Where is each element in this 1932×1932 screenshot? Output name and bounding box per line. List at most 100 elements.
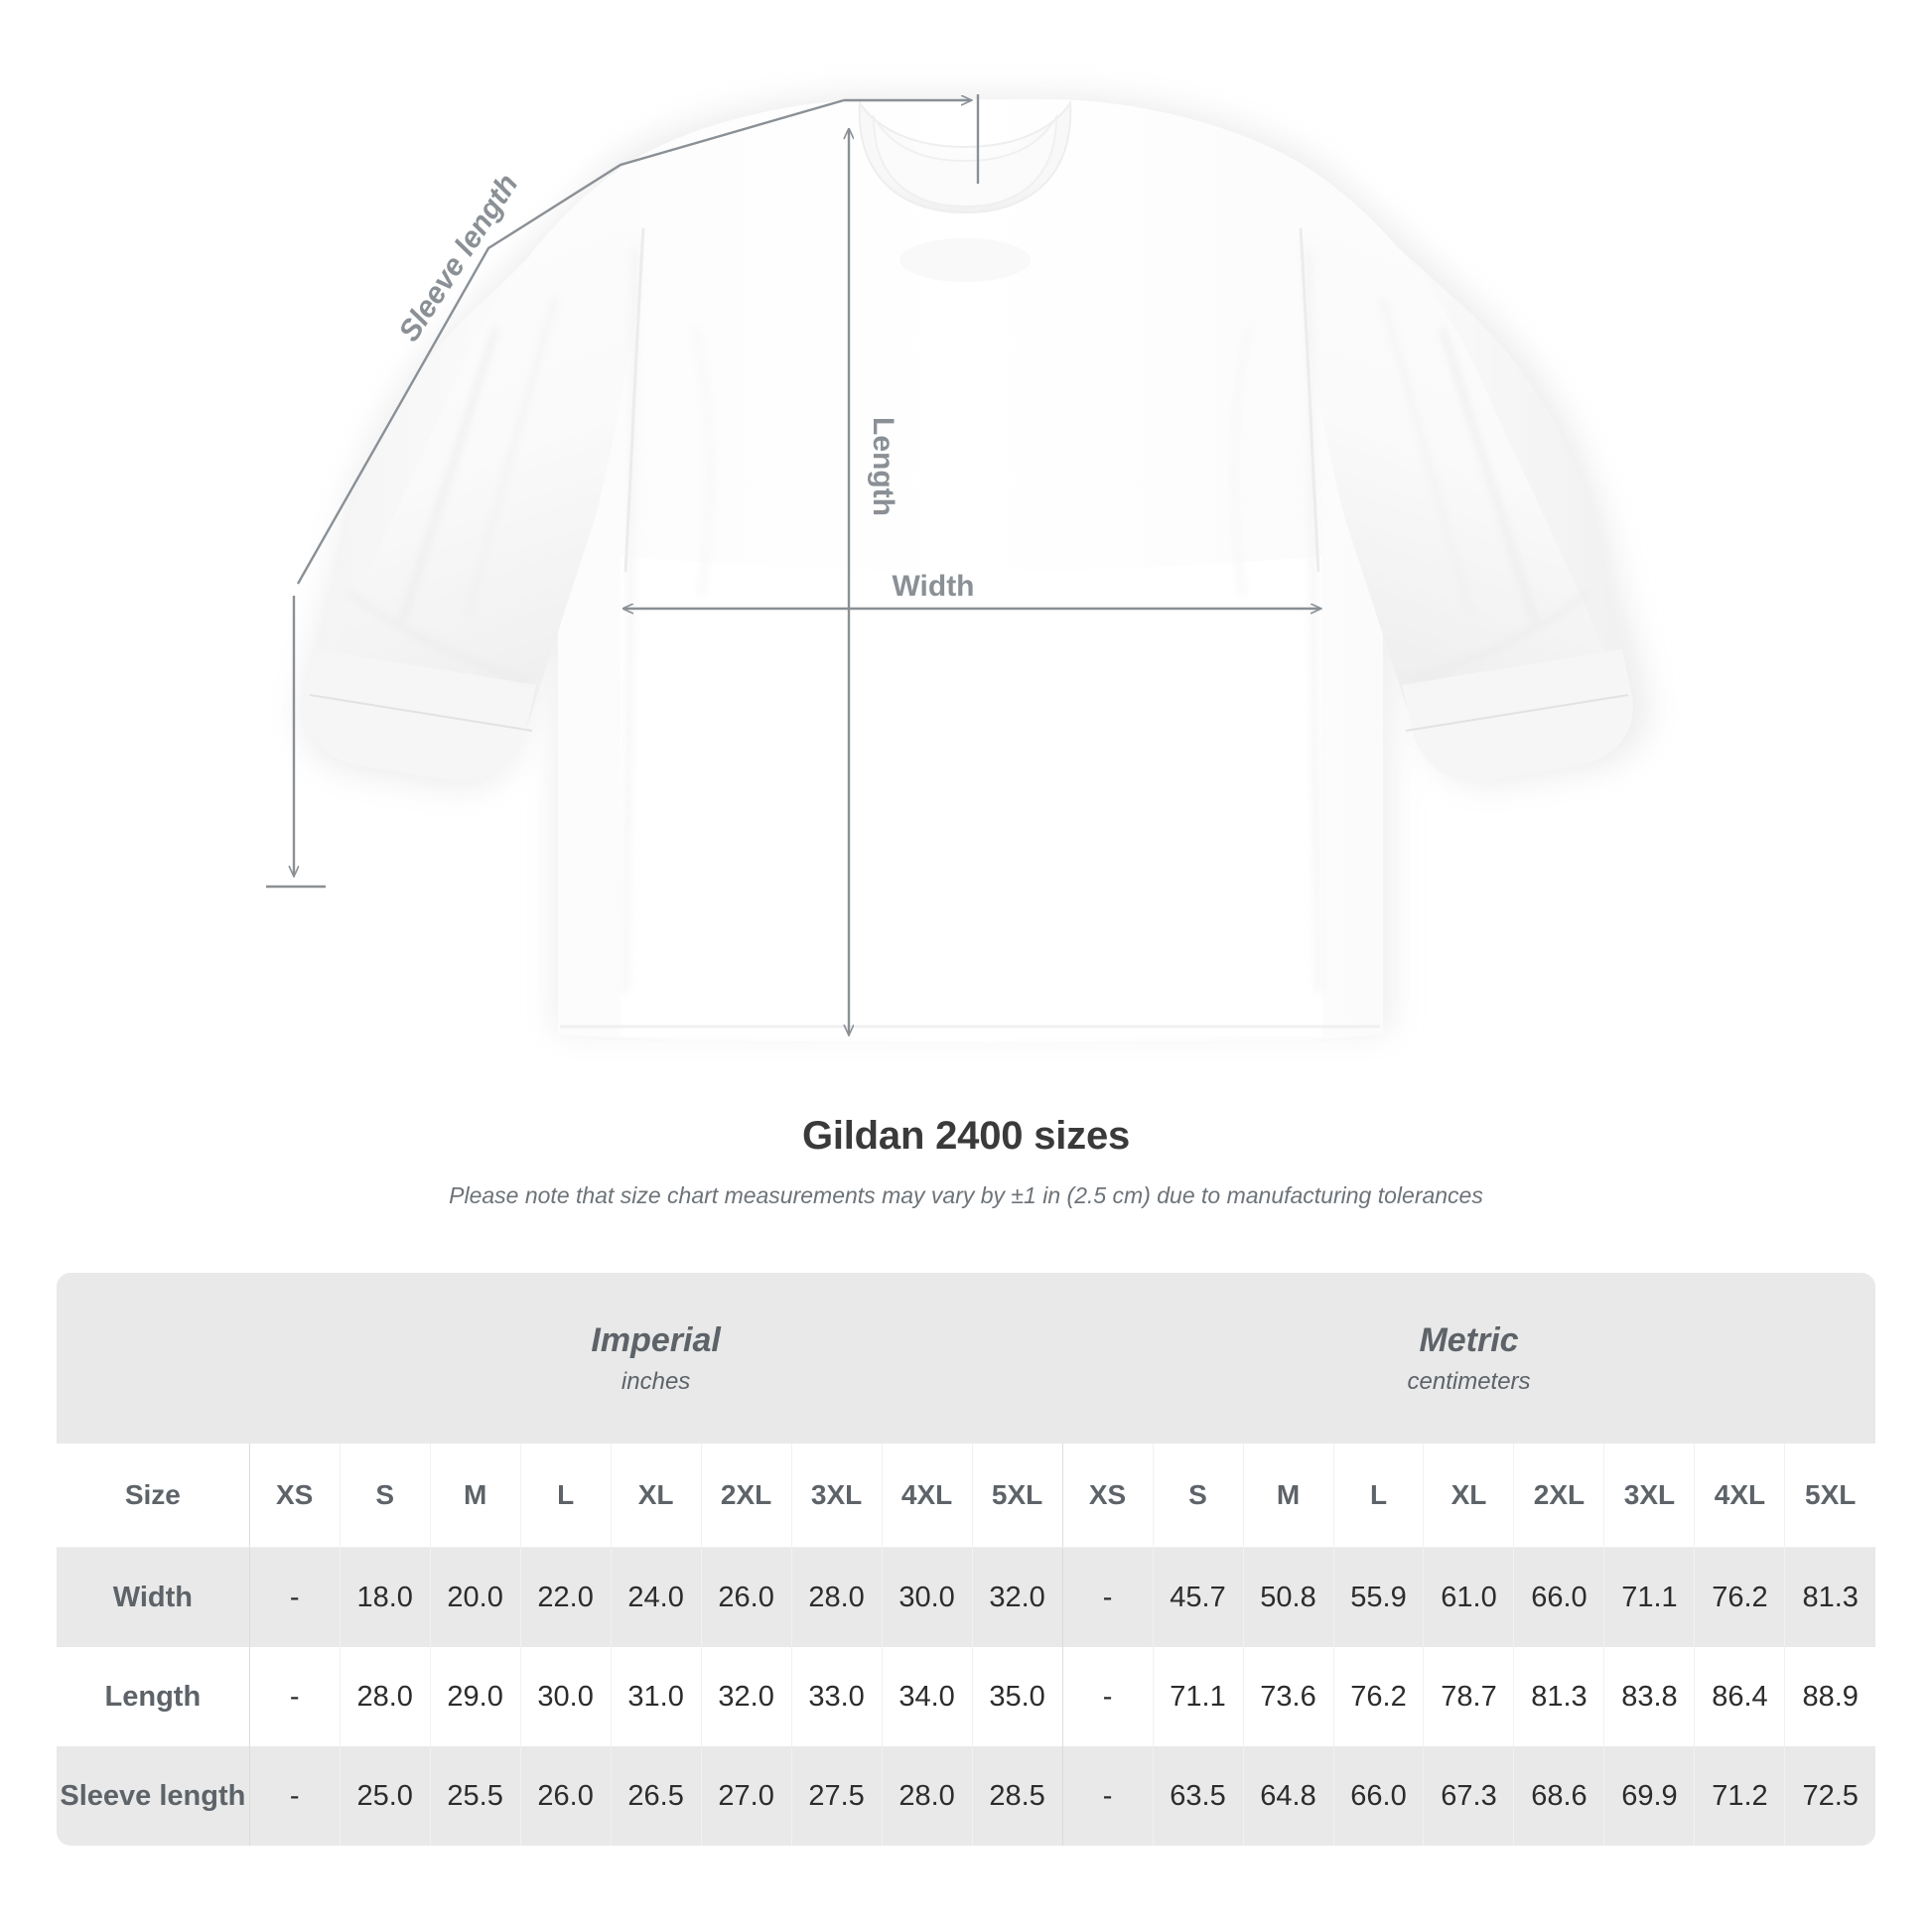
size-header-metric-l: L [1332,1444,1424,1548]
size-header-metric-5xl: 5XL [1784,1444,1875,1548]
right-sleeve [1295,171,1631,780]
size-chart-table-wrapper: Imperial inches Metric centimeters Size XS S M L… [57,1273,1875,1846]
cell-length-imperial-4xl: 34.0 [881,1647,973,1746]
cell-sleeve-length-metric-5xl: 72.5 [1784,1746,1875,1846]
size-header-metric-m: M [1242,1444,1333,1548]
size-header-metric-4xl: 4XL [1694,1444,1785,1548]
left-cuff [303,649,536,781]
cell-length-imperial-xs: - [248,1647,341,1746]
size-header-metric-xl: XL [1423,1444,1514,1548]
collar-inner [872,113,1058,208]
cell-width-imperial-4xl: 30.0 [881,1547,973,1647]
unit-header-metric: Metric centimeters [1062,1273,1875,1444]
size-header-imperial-xs: XS [248,1444,341,1548]
cell-width-imperial-3xl: 28.0 [790,1547,883,1647]
left-armhole-seam [623,227,645,573]
cell-sleeve-length-imperial-xs: - [248,1746,341,1846]
cell-sleeve-length-metric-l: 66.0 [1332,1746,1424,1846]
cell-width-metric-2xl: 66.0 [1513,1547,1604,1647]
cell-width-imperial-m: 20.0 [429,1547,521,1647]
size-header-metric-xs: XS [1061,1444,1154,1548]
size-header-metric-s: S [1152,1444,1244,1548]
unit-sub-imperial: inches [621,1367,691,1395]
cell-width-metric-5xl: 81.3 [1784,1547,1875,1647]
cell-width-imperial-l: 22.0 [519,1547,612,1647]
row-label-sleeve-length: Sleeve length [57,1746,250,1846]
cell-length-metric-s: 71.1 [1152,1647,1244,1746]
fabric-folds [347,247,1590,994]
tolerance-note: Please note that size chart measurements… [449,1182,1483,1208]
size-header-imperial-xl: XL [610,1444,702,1548]
page-title: Gildan 2400 sizes [801,1114,1131,1158]
width-label: Width [892,570,974,603]
size-header-imperial-2xl: 2XL [700,1444,792,1548]
unit-name-metric: Metric [1419,1320,1519,1359]
garment-diagram: Sleeve length Length Width [266,94,1650,1042]
size-label-cell: Size [57,1444,250,1548]
sleeve-diagonal [296,98,845,585]
size-header-imperial-l: L [519,1444,612,1548]
cell-sleeve-length-imperial-3xl: 27.5 [790,1746,883,1846]
cell-sleeve-length-metric-xs: - [1061,1746,1154,1846]
cell-length-imperial-xl: 31.0 [610,1647,702,1746]
row-label-width: Width [57,1547,250,1647]
cell-sleeve-length-imperial-2xl: 27.0 [700,1746,792,1846]
cell-width-metric-m: 50.8 [1242,1547,1333,1647]
cell-length-imperial-2xl: 32.0 [700,1647,792,1746]
cell-width-metric-xs: - [1061,1547,1154,1647]
size-header-row: Size XS S M L XL 2XL 3XL 4XL 5XL XS S M L XL 2XL 3XL 4XL 5… [57,1444,1875,1548]
size-header-imperial-5xl: 5XL [971,1444,1063,1548]
unit-spacer-cell [57,1273,250,1444]
cell-sleeve-length-imperial-m: 25.5 [429,1746,521,1846]
right-cuff [1402,649,1633,781]
collar-shadow [899,238,1031,282]
cell-sleeve-length-metric-4xl: 71.2 [1694,1746,1785,1846]
cell-length-imperial-l: 30.0 [519,1647,612,1746]
cell-sleeve-length-metric-xl: 67.3 [1423,1746,1514,1846]
unit-header-imperial: Imperial inches [249,1273,1063,1444]
cell-sleeve-length-imperial-xl: 26.5 [610,1746,702,1846]
cell-length-metric-xs: - [1061,1647,1154,1746]
size-header-imperial-4xl: 4XL [881,1444,973,1548]
cell-length-imperial-m: 29.0 [429,1647,521,1746]
cell-width-imperial-2xl: 26.0 [700,1547,792,1647]
shirt-torso [621,556,1322,1036]
cell-length-metric-m: 73.6 [1242,1647,1333,1746]
unit-name-imperial: Imperial [591,1320,721,1359]
size-chart-table: Imperial inches Metric centimeters Size XS S M L… [57,1273,1875,1846]
size-header-imperial-m: M [429,1444,521,1548]
cell-width-imperial-s: 18.0 [339,1547,431,1647]
cell-length-metric-2xl: 81.3 [1513,1647,1604,1746]
cell-width-imperial-5xl: 32.0 [971,1547,1063,1647]
cell-sleeve-length-imperial-4xl: 28.0 [881,1746,973,1846]
cell-length-imperial-s: 28.0 [339,1647,431,1746]
cell-sleeve-length-imperial-s: 25.0 [339,1746,431,1846]
cell-width-metric-4xl: 76.2 [1694,1547,1785,1647]
cell-width-imperial-xs: - [248,1547,341,1647]
length-label: Length [867,417,899,516]
cell-width-metric-xl: 61.0 [1423,1547,1514,1647]
left-cuff-seam [309,694,533,732]
cell-length-metric-xl: 78.7 [1423,1647,1514,1746]
right-cuff-seam [1405,694,1629,732]
row-label-length: Length [57,1647,250,1746]
chart-title-block: Gildan 2400 sizes Please note that size … [0,1112,1932,1211]
measurement-overlay [266,94,1320,1035]
left-sleeve [308,167,645,780]
cell-length-metric-5xl: 88.9 [1784,1647,1875,1746]
cell-sleeve-length-imperial-l: 26.0 [519,1746,612,1846]
cell-width-metric-s: 45.7 [1152,1547,1244,1647]
cell-sleeve-length-metric-3xl: 69.9 [1603,1746,1695,1846]
cell-sleeve-length-imperial-5xl: 28.5 [971,1746,1063,1846]
cell-sleeve-length-metric-m: 64.8 [1242,1746,1333,1846]
cell-sleeve-length-metric-2xl: 68.6 [1513,1746,1604,1846]
unit-header-row: Imperial inches Metric centimeters [57,1273,1875,1444]
cell-width-metric-l: 55.9 [1332,1547,1424,1647]
table-row: Width -18.0 20.0 22.0 24.0 26.0 28.0 30.0 32.0-4… [57,1547,1875,1647]
size-header-imperial-3xl: 3XL [790,1444,883,1548]
table-row: Sleeve length -25.0 25.5 26.0 26.5 27.0 27.5 28… [57,1746,1875,1846]
unit-sub-metric: centimeters [1407,1367,1531,1395]
shirt-illustration: Sleeve length Length Width [266,94,1650,1042]
cell-length-metric-3xl: 83.8 [1603,1647,1695,1746]
cell-length-metric-l: 76.2 [1332,1647,1424,1746]
